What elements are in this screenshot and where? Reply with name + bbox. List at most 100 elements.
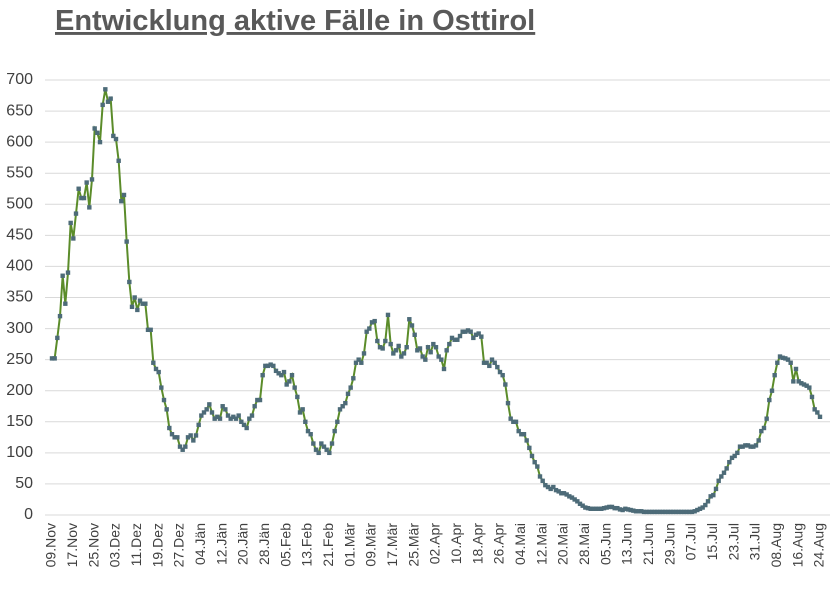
data-point [468,329,473,334]
data-point [273,368,279,374]
data-point [607,504,612,510]
data-point [436,354,441,359]
data-point [297,410,303,415]
data-point [775,360,780,365]
data-point [585,505,591,511]
data-point [636,509,641,514]
data-point [343,400,348,406]
data-point [121,192,127,198]
data-point [812,407,817,412]
data-point [487,363,492,369]
data-point [801,382,807,387]
data-point [449,335,455,341]
data-point [489,357,495,362]
data-point [649,509,655,515]
data-point [332,428,337,434]
data-point [796,379,801,384]
data-point [663,509,668,515]
data-point [207,402,212,407]
data-point [604,505,609,510]
data-point [679,509,684,515]
data-point [772,372,777,378]
data-point [119,198,124,204]
x-tick-label: 07.Jul [683,523,699,560]
data-point [508,416,513,421]
x-tick-label: 20.Mai [555,523,571,565]
data-point [239,419,244,424]
data-point [481,360,487,365]
data-point [753,443,759,448]
data-point [697,506,703,511]
data-point [127,279,132,285]
data-point [615,505,620,511]
data-point [540,478,545,484]
data-point [556,489,561,494]
data-point [319,441,324,446]
x-tick-label: 26.Apr [491,523,507,565]
data-point [415,348,420,353]
data-point [76,186,81,191]
y-tick-label: 450 [6,227,33,244]
data-point [441,366,447,372]
x-tick-label: 09.Nov [43,523,59,567]
data-point [732,453,737,459]
data-point [817,414,823,420]
data-point [287,379,292,384]
data-point [63,301,68,306]
data-point [785,357,791,362]
data-point [713,486,719,492]
data-point [124,239,129,244]
data-point [759,428,764,434]
x-tick-label: 25.Nov [85,523,101,567]
data-point [244,425,249,431]
data-point [735,450,740,456]
data-point [580,503,585,508]
data-point [497,369,503,375]
data-point [364,329,369,334]
data-point [249,413,255,418]
data-point [377,345,383,350]
data-point [695,507,700,513]
data-point [780,355,785,360]
data-point [471,335,476,341]
data-point [721,470,727,475]
data-point [313,447,319,452]
data-point [460,329,465,334]
data-point [316,450,321,456]
data-point [361,351,367,356]
data-point [55,335,60,341]
data-point [601,505,607,511]
data-point [356,357,361,362]
data-point [684,509,689,515]
data-point [129,304,135,310]
data-point [516,428,521,434]
data-point [425,345,431,350]
data-point [641,509,647,515]
data-point [268,362,273,367]
data-point [247,416,252,421]
data-point [169,432,175,437]
y-tick-label: 550 [6,164,33,181]
data-point [135,307,140,313]
x-tick-label: 15.Jul [704,523,720,560]
data-point [335,419,340,424]
data-point [225,413,231,418]
data-point [687,509,692,515]
data-point [231,414,236,420]
data-point [284,382,289,387]
data-point [809,394,815,400]
data-point [676,509,681,515]
data-point [281,369,287,375]
data-point [551,484,556,490]
data-point [623,506,628,511]
data-point [711,492,716,498]
data-point [196,422,201,428]
data-point [503,382,508,387]
y-tick-label: 0 [24,506,33,523]
data-point [692,509,697,514]
data-point [201,410,207,415]
data-point [175,435,180,440]
data-point [569,495,575,500]
x-tick-label: 20.Jän [235,523,251,565]
data-point [473,332,479,337]
